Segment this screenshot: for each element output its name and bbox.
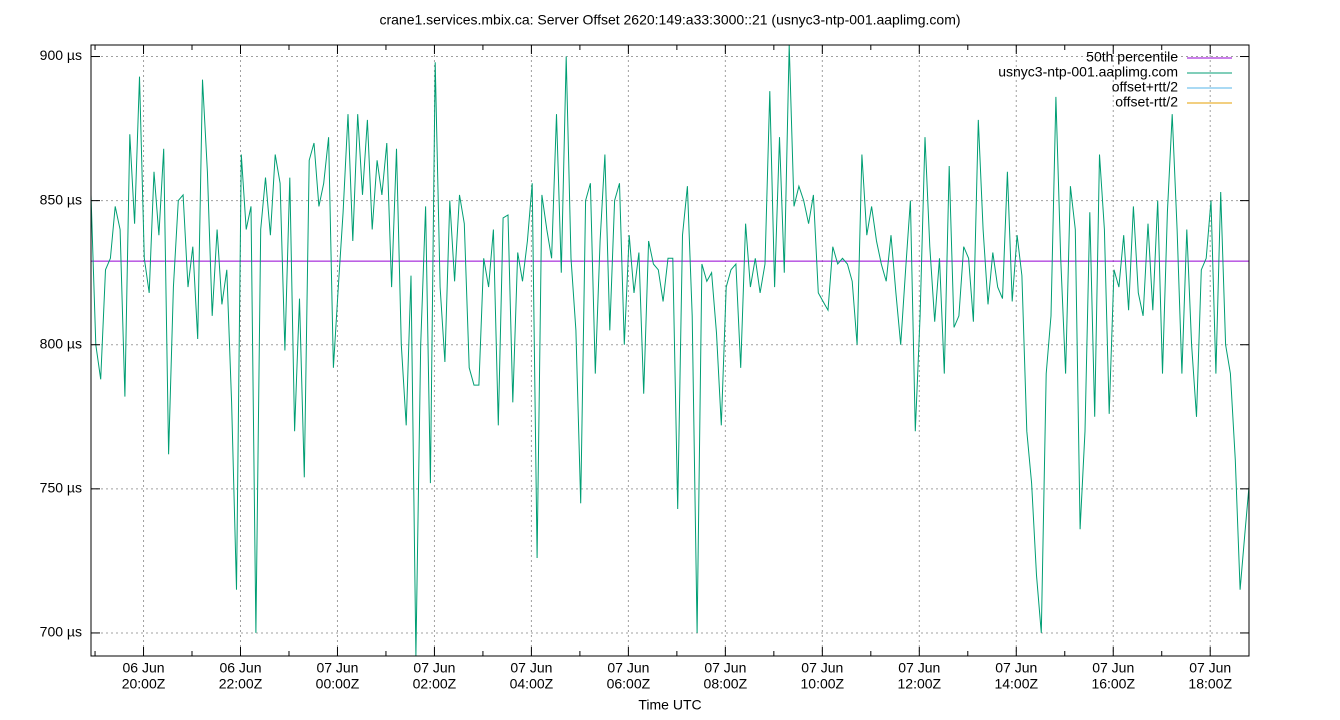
x-tick-label: 20:00Z (122, 676, 166, 692)
x-axis-label: Time UTC (638, 697, 701, 713)
x-tick-label: 06:00Z (607, 676, 651, 692)
x-tick-label: 07 Jun (704, 660, 746, 676)
x-tick-label: 07 Jun (1092, 660, 1134, 676)
x-tick-label: 07 Jun (607, 660, 649, 676)
x-tick-label: 06 Jun (123, 660, 165, 676)
x-tick-label: 07 Jun (510, 660, 552, 676)
x-tick-label: 07 Jun (1189, 660, 1231, 676)
x-tick-label: 07 Jun (801, 660, 843, 676)
x-tick-label: 08:00Z (704, 676, 748, 692)
series-line (91, 45, 1249, 656)
x-tick-label: 10:00Z (801, 676, 845, 692)
x-tick-label: 07 Jun (413, 660, 455, 676)
x-tick-label: 02:00Z (413, 676, 457, 692)
y-tick-label: 850 µs (40, 191, 82, 207)
plot-frame (90, 44, 1250, 657)
x-tick-label: 00:00Z (316, 676, 360, 692)
x-tick-label: 14:00Z (994, 676, 1038, 692)
x-tick-label: 04:00Z (510, 676, 554, 692)
x-tick-label: 06 Jun (219, 660, 261, 676)
x-tick-label: 16:00Z (1091, 676, 1135, 692)
legend: 50th percentileusnyc3-ntp-001.aaplimg.co… (998, 49, 1232, 110)
legend-label: usnyc3-ntp-001.aaplimg.com (998, 64, 1178, 80)
y-tick-label: 750 µs (40, 480, 82, 496)
legend-label: 50th percentile (1086, 49, 1178, 65)
x-tick-label: 18:00Z (1188, 676, 1232, 692)
x-tick-label: 12:00Z (898, 676, 942, 692)
legend-label: offset-rtt/2 (1115, 94, 1178, 110)
x-tick-label: 07 Jun (995, 660, 1037, 676)
chart-title: crane1.services.mbix.ca: Server Offset 2… (379, 12, 960, 28)
plot-area (91, 45, 1249, 656)
legend-label: offset+rtt/2 (1112, 79, 1178, 95)
y-tick-label: 800 µs (40, 335, 82, 351)
y-tick-label: 700 µs (40, 624, 82, 640)
x-tick-label: 07 Jun (898, 660, 940, 676)
grid (91, 45, 1249, 656)
y-tick-label: 900 µs (40, 47, 82, 63)
x-tick-label: 07 Jun (316, 660, 358, 676)
x-tick-label: 22:00Z (219, 676, 263, 692)
